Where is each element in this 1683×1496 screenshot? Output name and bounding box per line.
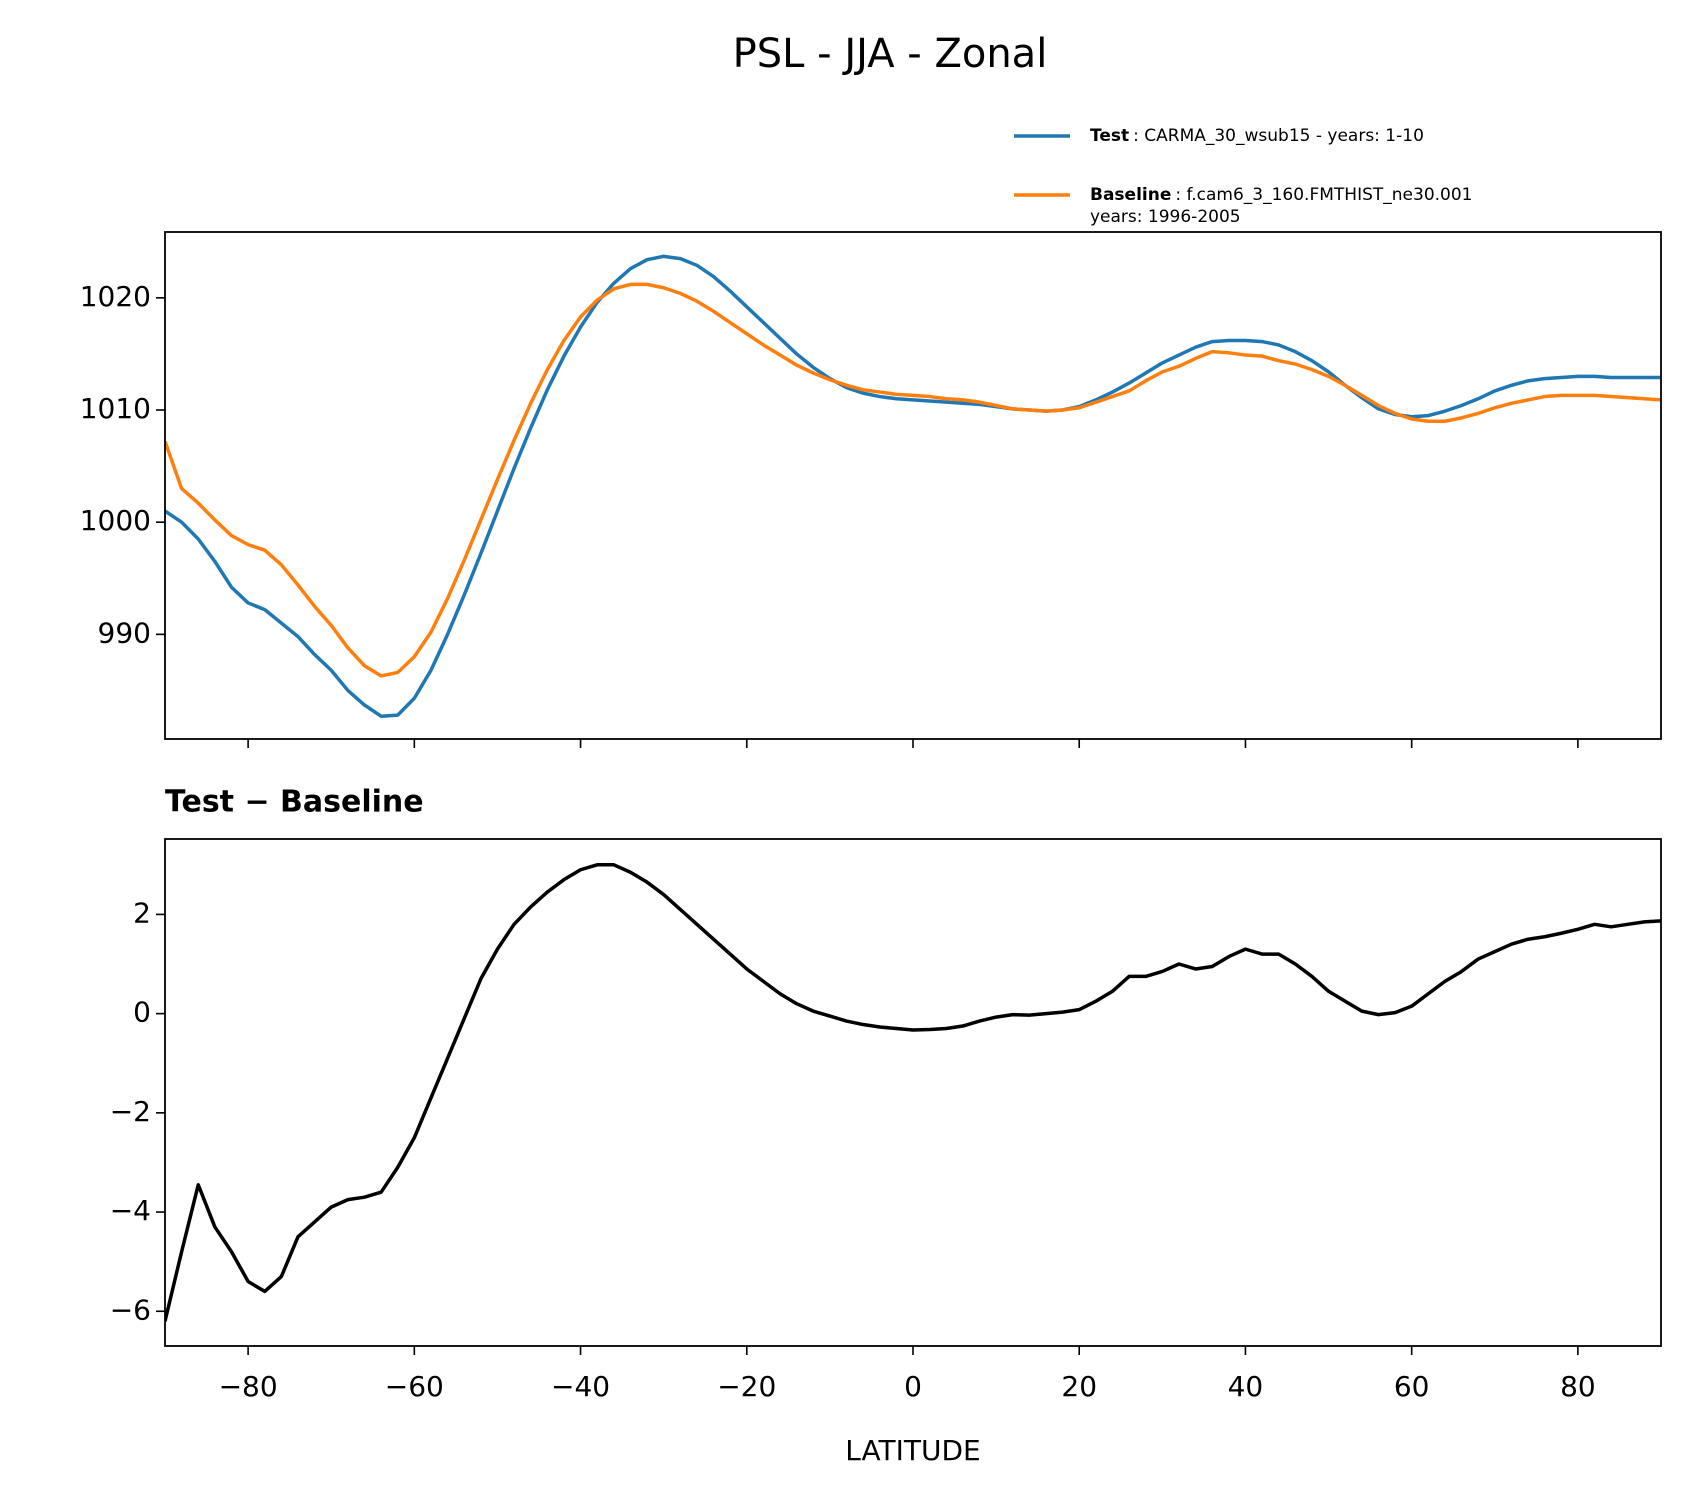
y-tick-label: −2 [110, 1095, 151, 1128]
x-tick-label: 60 [1394, 1370, 1430, 1403]
y-tick-label: −4 [110, 1194, 151, 1227]
data-line [165, 863, 1661, 1322]
y-tick-label: 1010 [80, 392, 151, 425]
y-tick-label: 1000 [80, 504, 151, 537]
figure-title: PSL - JJA - Zonal [733, 31, 1048, 77]
legend-name: Test [1090, 126, 1129, 146]
legend-description: : CARMA_30_wsub15 - years: 1-10 [1133, 126, 1424, 146]
x-tick-label: 80 [1560, 1370, 1596, 1403]
legend-label: Test: CARMA_30_wsub15 - years: 1-10 [1090, 126, 1424, 146]
legend-label: Baseline: f.cam6_3_160.FMTHIST_ne30.001 [1090, 185, 1473, 205]
axes-frame [164, 231, 1662, 740]
x-tick-label: −60 [385, 1370, 444, 1403]
x-tick-label: −20 [717, 1370, 776, 1403]
data-line [165, 282, 1661, 678]
x-tick-label: 20 [1061, 1370, 1097, 1403]
x-tick-label: −40 [551, 1370, 610, 1403]
y-tick-label: 0 [133, 996, 151, 1029]
data-line [165, 254, 1661, 718]
y-tick-label: 990 [98, 616, 151, 649]
legend-name: Baseline [1090, 185, 1171, 205]
subplot-title: Test − Baseline [165, 785, 424, 820]
axes-frame [164, 838, 1662, 1347]
x-axis-label: LATITUDE [845, 1434, 980, 1467]
y-tick-label: 1020 [80, 280, 151, 313]
legend-description: : f.cam6_3_160.FMTHIST_ne30.001 [1175, 185, 1472, 205]
x-tick-label: −80 [219, 1370, 278, 1403]
x-tick-label: 40 [1228, 1370, 1264, 1403]
y-tick-label: 2 [133, 896, 151, 929]
y-tick-label: −6 [110, 1293, 151, 1326]
legend-description: years: 1996-2005 [1090, 207, 1241, 227]
x-tick-label: 0 [904, 1370, 922, 1403]
